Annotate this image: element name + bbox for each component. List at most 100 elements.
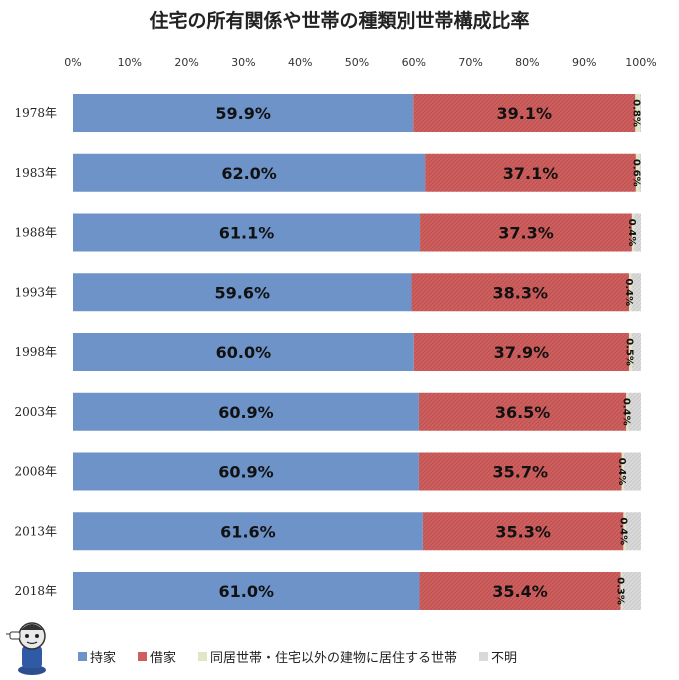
data-labels: 59.9% 39.1% 0.8% 62.0% 37.1% 0.6% 61.1% 37.3% 0.… — [215, 99, 642, 605]
bar-segment-1 — [422, 512, 624, 551]
data-label: 37.1% — [503, 164, 559, 183]
legend-item: 同居世帯・住宅以外の建物に居住する世帯 — [198, 647, 457, 666]
bar-segment-3 — [622, 572, 641, 610]
data-label: 35.3% — [495, 522, 551, 541]
legend-label: 借家 — [150, 650, 177, 666]
x-tick-label: 30% — [231, 56, 255, 69]
x-tick-label: 70% — [458, 56, 482, 69]
bar-segment-1 — [419, 572, 621, 610]
data-label: 62.0% — [221, 164, 277, 183]
bar-segment-2 — [635, 94, 640, 132]
x-tick-label: 90% — [572, 56, 596, 69]
legend-item: 不明 — [479, 647, 517, 666]
data-label: 39.1% — [497, 104, 553, 123]
data-label: 38.3% — [493, 283, 549, 302]
bar-segment-1 — [420, 213, 632, 252]
data-label: 36.5% — [495, 403, 551, 422]
bar-segment-0 — [73, 273, 412, 312]
legend: 持家 借家 同居世帯・住宅以外の建物に居住する世帯 不明 — [78, 646, 668, 666]
bar-segment-3 — [639, 153, 641, 192]
legend-swatch — [78, 651, 87, 661]
bar-segment-0 — [73, 153, 426, 192]
bar-segment-3 — [634, 213, 641, 252]
legend-swatch — [198, 651, 208, 661]
legend-item: 持家 — [78, 647, 116, 666]
x-tick-label: 80% — [515, 56, 539, 69]
y-category-label: 2013年 — [14, 524, 57, 538]
stacked-bar-chart: 0% 10% 20% 30% 40% 50% 60% 70% 80% 90% 100% 1978年1… — [14, 56, 657, 610]
bar-segment-1 — [413, 333, 630, 371]
data-label-small: 0.6% — [631, 159, 642, 187]
data-label-small: 0.4% — [620, 398, 631, 426]
y-category-label: 2003年 — [14, 405, 57, 419]
data-label: 35.4% — [492, 582, 548, 601]
bar-segment-0 — [73, 392, 419, 431]
bar-segment-0 — [73, 572, 420, 610]
x-tick-label: 50% — [345, 56, 369, 69]
bar-segment-1 — [425, 153, 636, 192]
data-label-small: 0.4% — [626, 219, 637, 247]
x-tick-label: 60% — [402, 56, 426, 69]
bar-segment-2 — [629, 273, 632, 312]
data-label: 37.3% — [498, 224, 554, 243]
data-label: 59.6% — [215, 283, 271, 302]
chart-title: 住宅の所有関係や世帯の種類別世帯構成比率 — [149, 10, 530, 32]
y-axis-categories: 1978年 1983年 1988年 1993年 1998年 2003年 2008年 2013年… — [14, 106, 57, 598]
y-category-label: 1993年 — [14, 285, 57, 299]
bar-segment-3 — [631, 273, 641, 312]
legend-swatch — [479, 651, 489, 661]
y-category-label: 1983年 — [14, 166, 57, 180]
data-label: 35.7% — [493, 463, 549, 482]
data-label: 60.9% — [218, 463, 274, 482]
data-label-small: 0.8% — [631, 99, 642, 127]
x-tick-label: 10% — [118, 56, 142, 69]
y-category-label: 2008年 — [14, 465, 57, 479]
data-label-small: 0.4% — [616, 458, 627, 486]
data-label-small: 0.4% — [618, 517, 629, 545]
legend-label: 同居世帯・住宅以外の建物に居住する世帯 — [210, 650, 458, 666]
legend-item: 借家 — [138, 647, 176, 666]
x-tick-label: 100% — [625, 56, 656, 69]
y-category-label: 1998年 — [14, 345, 57, 359]
bar-segment-0 — [73, 512, 423, 551]
bar-segment-2 — [635, 153, 640, 192]
bar-segment-2 — [629, 333, 632, 371]
x-tick-label: 0% — [64, 56, 81, 69]
data-label: 61.6% — [220, 522, 276, 541]
bar-segment-2 — [623, 512, 626, 551]
bar-segment-2 — [626, 392, 629, 431]
bar-segment-2 — [620, 572, 623, 610]
bar-segment-1 — [418, 392, 627, 431]
data-label: 61.1% — [219, 224, 275, 243]
data-label: 59.9% — [215, 104, 271, 123]
data-label: 37.9% — [494, 343, 550, 362]
bar-segment-3 — [625, 512, 641, 551]
bar-segment-3 — [623, 452, 641, 491]
bar-segment-1 — [418, 452, 622, 491]
bar-segment-2 — [621, 452, 624, 491]
y-category-label: 1988年 — [14, 226, 57, 240]
bars — [73, 94, 641, 610]
x-tick-label: 40% — [288, 56, 312, 69]
bar-segment-3 — [639, 94, 641, 132]
bar-segment-1 — [413, 94, 636, 132]
bar-segment-0 — [73, 452, 419, 491]
legend-swatch — [138, 651, 148, 661]
y-category-label: 2018年 — [14, 584, 57, 598]
data-label: 60.0% — [216, 343, 272, 362]
bar-segment-3 — [628, 392, 641, 431]
legend-label: 持家 — [90, 650, 117, 666]
data-label-small: 0.5% — [623, 338, 634, 366]
bar-segment-1 — [411, 273, 630, 312]
bar-segment-2 — [631, 213, 635, 252]
bar-segment-0 — [73, 333, 414, 371]
data-label: 61.0% — [218, 582, 274, 601]
x-tick-label: 20% — [174, 56, 198, 69]
data-label-small: 0.4% — [623, 278, 634, 306]
legend-label: 不明 — [491, 650, 518, 666]
data-label-small: 0.3% — [614, 577, 625, 605]
data-label: 60.9% — [218, 403, 274, 422]
bar-segment-3 — [631, 333, 641, 371]
mascot-icon — [6, 622, 46, 675]
bar-segment-0 — [73, 213, 421, 252]
